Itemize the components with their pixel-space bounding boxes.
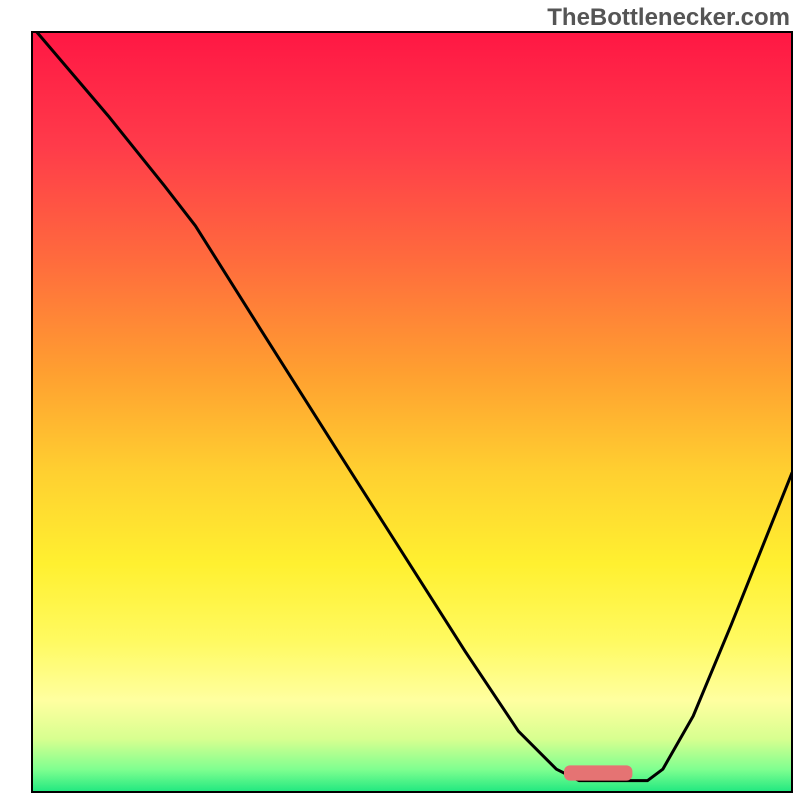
plot-background [32, 32, 792, 792]
chart-container: TheBottlenecker.com [0, 0, 800, 800]
watermark-text: TheBottlenecker.com [547, 4, 790, 32]
highlight-marker [564, 765, 632, 780]
chart-svg [0, 0, 800, 800]
